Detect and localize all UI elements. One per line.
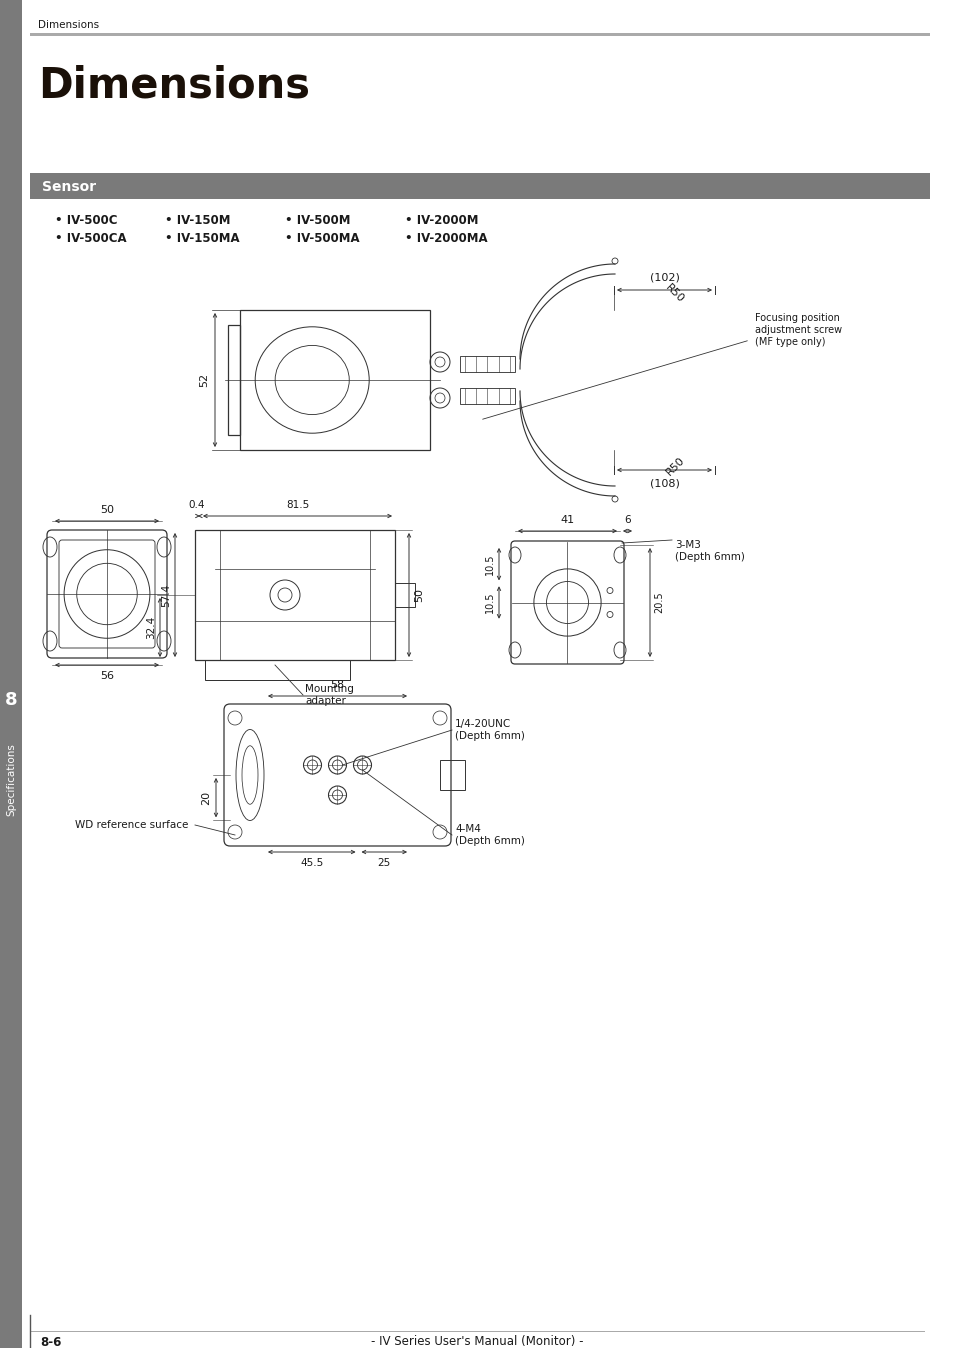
Text: 1/4-20UNC
(Depth 6mm): 1/4-20UNC (Depth 6mm) — [455, 720, 524, 741]
Text: • IV-500CA: • IV-500CA — [55, 232, 127, 244]
Bar — [395, 582, 415, 607]
Bar — [459, 388, 515, 404]
Text: 0.4: 0.4 — [189, 500, 205, 510]
Text: • IV-500C: • IV-500C — [55, 213, 117, 226]
Text: • IV-150M: • IV-150M — [165, 213, 231, 226]
Text: Sensor: Sensor — [42, 181, 96, 194]
Text: 45.5: 45.5 — [300, 857, 323, 868]
Text: 41: 41 — [559, 515, 574, 524]
Text: 4-M4
(Depth 6mm): 4-M4 (Depth 6mm) — [455, 824, 524, 845]
Text: Focusing position
adjustment screw
(MF type only): Focusing position adjustment screw (MF t… — [754, 313, 841, 346]
Text: Mounting
adapter: Mounting adapter — [305, 685, 354, 706]
Text: Dimensions: Dimensions — [38, 20, 99, 30]
Text: 50: 50 — [414, 588, 423, 603]
Text: 81.5: 81.5 — [286, 500, 309, 510]
Bar — [439, 760, 464, 790]
Text: • IV-2000MA: • IV-2000MA — [405, 232, 487, 244]
Text: - IV Series User's Manual (Monitor) -: - IV Series User's Manual (Monitor) - — [371, 1336, 582, 1348]
Text: R50: R50 — [663, 283, 685, 305]
Bar — [0, 0, 22, 1348]
Text: 56: 56 — [100, 671, 113, 681]
Text: 10.5: 10.5 — [484, 592, 495, 613]
Text: (102): (102) — [649, 274, 679, 283]
Text: • IV-2000M: • IV-2000M — [405, 213, 478, 226]
Text: • IV-500M: • IV-500M — [285, 213, 350, 226]
Bar — [194, 530, 395, 661]
Text: 57.4: 57.4 — [161, 584, 171, 607]
Text: 52: 52 — [199, 373, 209, 387]
Bar — [228, 325, 240, 435]
Text: 8-6: 8-6 — [40, 1336, 61, 1348]
Text: 8: 8 — [5, 692, 17, 709]
Bar — [30, 173, 929, 200]
Text: 20: 20 — [201, 790, 211, 805]
Text: Dimensions: Dimensions — [38, 63, 310, 106]
Bar — [30, 32, 929, 36]
Text: Specifications: Specifications — [6, 744, 16, 817]
Text: 3-M3
(Depth 6mm): 3-M3 (Depth 6mm) — [675, 541, 744, 562]
Text: • IV-500MA: • IV-500MA — [285, 232, 359, 244]
Text: 50: 50 — [100, 506, 113, 515]
Bar — [240, 310, 430, 450]
Text: WD reference surface: WD reference surface — [75, 820, 188, 830]
Text: • IV-150MA: • IV-150MA — [165, 232, 239, 244]
Text: 20.5: 20.5 — [654, 592, 663, 613]
Text: 6: 6 — [623, 515, 630, 524]
Text: 58: 58 — [330, 679, 344, 690]
Text: 32.4: 32.4 — [146, 616, 156, 639]
Text: (108): (108) — [649, 479, 679, 488]
Text: 25: 25 — [377, 857, 391, 868]
Bar — [205, 661, 350, 679]
Text: 10.5: 10.5 — [484, 554, 495, 574]
Text: R50: R50 — [663, 454, 685, 477]
Bar — [459, 356, 515, 372]
